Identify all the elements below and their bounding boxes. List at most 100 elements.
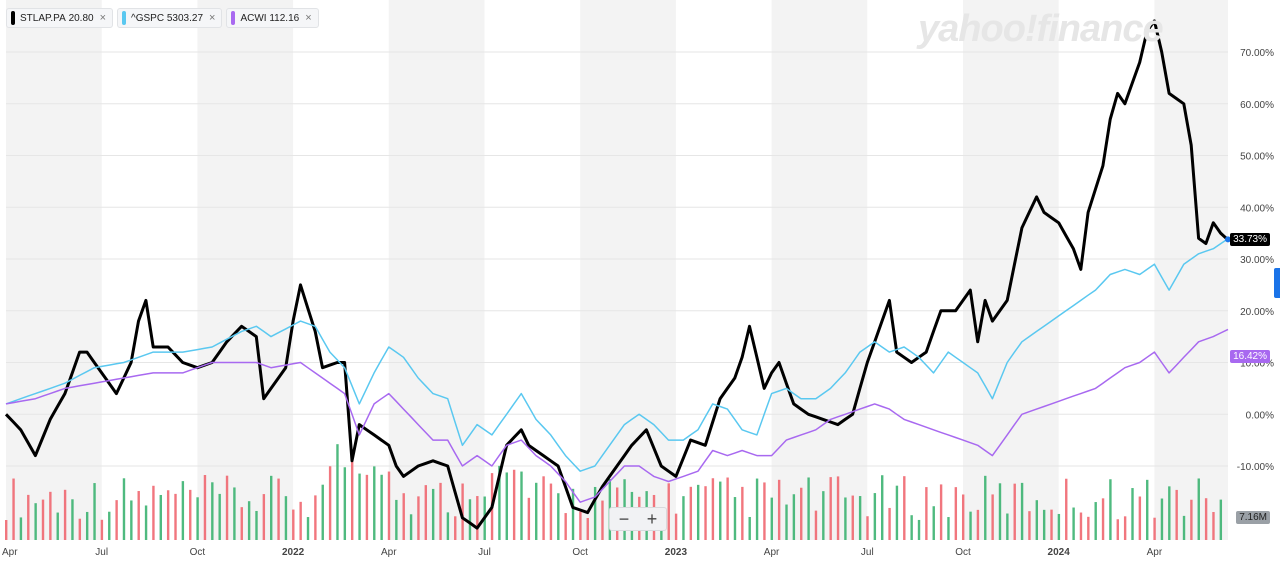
legend-chip-gspc[interactable]: ^GSPC 5303.27 × xyxy=(117,8,223,28)
volume-bar xyxy=(976,509,980,540)
y-tick-label: 0.00% xyxy=(1246,410,1274,421)
volume-bar xyxy=(881,475,884,540)
volume-bar xyxy=(218,493,221,540)
x-tick-label: 2023 xyxy=(665,547,688,558)
volume-bar xyxy=(1057,513,1061,540)
volume-bar xyxy=(71,499,74,540)
volume-bar xyxy=(755,478,759,540)
volume-bar xyxy=(858,496,862,540)
x-tick-label: Apr xyxy=(2,547,18,558)
volume-bar xyxy=(262,494,266,540)
legend-chip-acwi[interactable]: ACWI 112.16 × xyxy=(226,8,319,28)
volume-bar xyxy=(63,489,67,540)
volume-bar xyxy=(100,519,104,540)
volume-bar xyxy=(174,493,177,540)
volume-bar xyxy=(579,511,582,540)
volume-bar xyxy=(1020,482,1024,540)
volume-bar xyxy=(144,505,148,540)
y-tick-label: 40.00% xyxy=(1240,203,1274,214)
volume-bar xyxy=(969,511,972,540)
volume-bar xyxy=(873,493,877,540)
legend-chip-stla[interactable]: STLAP.PA 20.80 × xyxy=(6,8,114,28)
volume-bar xyxy=(49,491,52,540)
volume-bar xyxy=(549,483,553,540)
volume-bar xyxy=(1094,502,1097,540)
volume-bar xyxy=(741,486,744,540)
volume-bar xyxy=(770,497,773,540)
volume-bar xyxy=(674,513,678,540)
volume-bar xyxy=(277,478,280,540)
x-tick-label: 2024 xyxy=(1048,547,1071,558)
volume-bar xyxy=(984,475,987,540)
y-tick-label: 20.00% xyxy=(1240,307,1274,318)
period-band xyxy=(6,0,102,540)
volume-bar xyxy=(542,476,545,540)
x-tick-label: Oct xyxy=(190,547,206,558)
volume-bar xyxy=(1028,511,1031,540)
volume-bar xyxy=(306,517,310,540)
zoom-out-button[interactable]: − xyxy=(618,508,630,529)
legend-value: 112.16 xyxy=(269,12,300,24)
x-tick-label: Jul xyxy=(478,547,491,558)
volume-bar xyxy=(5,520,8,540)
side-tab[interactable] xyxy=(1274,268,1280,298)
volume-bar xyxy=(328,466,332,540)
volume-bar xyxy=(358,473,361,540)
volume-bar xyxy=(527,497,531,540)
volume-bar xyxy=(137,491,140,540)
volume-bar xyxy=(947,517,950,540)
volume-bar xyxy=(535,482,538,540)
legend-value: 5303.27 xyxy=(166,12,204,24)
zoom-in-button[interactable]: + xyxy=(646,508,658,529)
x-tick-label: Apr xyxy=(381,547,397,558)
volume-bar xyxy=(829,477,832,540)
volume-bar xyxy=(800,487,803,540)
volume-bar xyxy=(1168,486,1171,540)
volume-bar xyxy=(56,512,59,540)
volume-bar xyxy=(1042,509,1046,540)
volume-bar xyxy=(336,444,339,540)
volume-bar xyxy=(682,496,685,540)
volume-bar xyxy=(991,494,994,540)
x-tick-label: Oct xyxy=(955,547,971,558)
volume-bar xyxy=(314,495,317,540)
volume-badge: 7.16M xyxy=(1236,511,1270,524)
volume-bar xyxy=(954,487,958,540)
volume-bar xyxy=(601,500,604,540)
series-line-gspc xyxy=(5,238,1229,472)
volume-bar xyxy=(270,475,273,540)
x-tick-label: Apr xyxy=(1147,547,1163,558)
period-band xyxy=(580,0,676,540)
x-tick-label: Jul xyxy=(95,547,108,558)
volume-bar xyxy=(792,494,796,540)
close-icon[interactable]: × xyxy=(209,12,216,24)
close-icon[interactable]: × xyxy=(305,12,312,24)
volume-bar xyxy=(225,475,229,540)
swatch xyxy=(231,11,236,25)
volume-bar xyxy=(476,496,479,540)
legend-symbol: ACWI xyxy=(240,12,267,24)
close-icon[interactable]: × xyxy=(99,12,107,24)
volume-bar xyxy=(667,483,670,540)
volume-bar xyxy=(439,482,442,540)
y-tick-label: 60.00% xyxy=(1240,100,1274,111)
volume-bar xyxy=(350,456,354,540)
volume-bar xyxy=(299,501,302,540)
volume-bar xyxy=(189,489,192,540)
volume-bar xyxy=(85,511,89,540)
volume-bar xyxy=(211,482,214,540)
volume-bar xyxy=(704,486,707,540)
volume-bar xyxy=(152,485,155,540)
volume-bar xyxy=(844,497,847,540)
volume-bar xyxy=(409,514,413,540)
volume-bar xyxy=(122,478,126,540)
yahoo-finance-watermark: yahoo!finance xyxy=(918,8,1164,50)
volume-bar xyxy=(12,478,15,540)
volume-bar xyxy=(807,477,810,540)
volume-bar xyxy=(888,507,891,540)
volume-bar xyxy=(571,488,575,540)
volume-bar xyxy=(696,484,700,540)
legend: STLAP.PA 20.80 × ^GSPC 5303.27 × ACWI 11… xyxy=(6,8,319,28)
volume-bar xyxy=(1079,512,1083,540)
